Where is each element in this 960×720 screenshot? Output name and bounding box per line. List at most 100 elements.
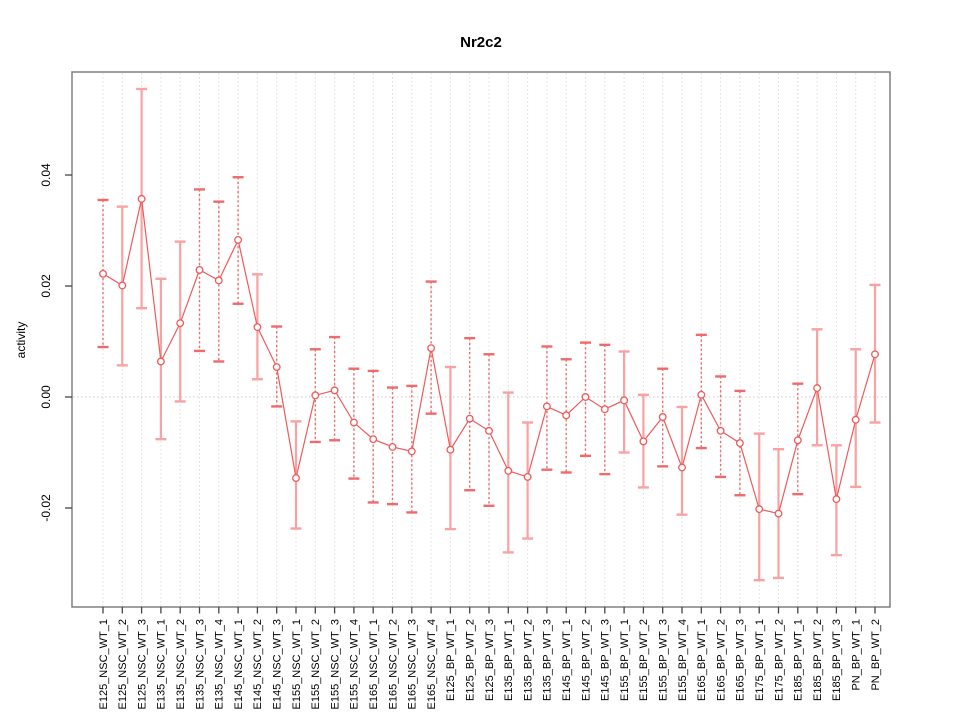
x-tick-label: E165_NSC_WT_3 <box>407 619 419 710</box>
y-tick-label: 0.04 <box>39 163 53 187</box>
x-tick-label: E185_BP_WT_3 <box>831 619 843 701</box>
data-point <box>349 418 358 427</box>
data-point <box>214 276 223 285</box>
x-tick-label: E155_NSC_WT_3 <box>329 619 341 710</box>
y-axis-label: activity <box>14 322 28 359</box>
data-point <box>832 495 841 504</box>
chart-title: Nr2c2 <box>460 34 502 51</box>
data-point <box>697 390 706 399</box>
x-tick-label: E155_NSC_WT_1 <box>291 619 303 710</box>
x-tick-label: E125_NSC_WT_2 <box>117 619 129 710</box>
x-tick-label: E175_BP_WT_2 <box>773 619 785 701</box>
x-tick-label: E165_BP_WT_2 <box>715 619 727 701</box>
data-point <box>118 281 127 290</box>
data-point <box>851 415 860 424</box>
data-point <box>272 363 281 371</box>
y-tick-label: -0.02 <box>39 494 53 522</box>
data-point <box>311 391 320 400</box>
frame-layer <box>71 71 891 608</box>
x-tick-label: E145_NSC_WT_3 <box>272 619 284 710</box>
data-point <box>871 350 879 359</box>
axis-layer: -0.02 0.00 0.02 0.04 E125_NSC_WT_1 E125_NSC_W… <box>39 163 882 710</box>
plot-frame <box>71 71 891 608</box>
data-point <box>253 323 262 332</box>
x-tick-label: E135_BP_WT_3 <box>542 619 554 701</box>
error-bar <box>348 367 360 480</box>
y-tick-label: 0.02 <box>39 274 53 298</box>
x-tick-label: E155_BP_WT_3 <box>658 619 670 701</box>
data-point <box>195 265 204 274</box>
data-point <box>388 443 397 451</box>
data-point <box>465 414 474 423</box>
data-point <box>562 411 571 420</box>
x-tick-label: E135_BP_WT_2 <box>522 619 534 701</box>
x-tick-label: E125_BP_WT_1 <box>445 619 457 701</box>
error-bar <box>715 375 727 479</box>
x-tick-label: E125_NSC_WT_3 <box>136 619 148 710</box>
x-tick-label: E135_NSC_WT_3 <box>194 619 206 710</box>
error-bar <box>387 386 398 506</box>
data-point <box>369 435 378 444</box>
x-tick-label: PN_BP_WT_2 <box>870 619 882 691</box>
error-bar <box>232 176 244 305</box>
data-point <box>485 426 493 435</box>
data-point <box>658 413 667 421</box>
data-point <box>330 386 339 395</box>
x-tick-label: E145_NSC_WT_2 <box>252 619 264 710</box>
x-tick-label: E175_BP_WT_1 <box>754 619 766 701</box>
data-point <box>176 319 185 328</box>
x-tick-label: E125_BP_WT_2 <box>465 619 477 701</box>
data-point <box>407 447 416 456</box>
error-bar <box>406 384 418 514</box>
error-bar <box>194 188 205 353</box>
data-point <box>639 437 648 446</box>
y-tick-label: 0.00 <box>39 385 53 409</box>
error-bar <box>97 198 109 349</box>
x-tick-label: E125_BP_WT_3 <box>484 619 496 701</box>
data-point <box>504 466 513 475</box>
data-point <box>774 509 783 518</box>
x-tick-label: E135_NSC_WT_2 <box>175 619 187 710</box>
x-tick-label: E155_BP_WT_1 <box>619 619 631 701</box>
x-tick-label: E155_NSC_WT_4 <box>349 619 361 710</box>
x-tick-label: E145_BP_WT_3 <box>600 619 612 701</box>
data-point <box>620 396 629 405</box>
data-point <box>446 445 455 454</box>
x-tick-label: E135_BP_WT_1 <box>503 619 515 701</box>
data-point <box>427 344 436 353</box>
error-bar <box>271 325 283 408</box>
x-tick-label: E155_NSC_WT_2 <box>310 619 322 710</box>
data-point <box>813 384 822 393</box>
error-bar <box>657 367 669 468</box>
data-point <box>735 439 744 448</box>
data-point <box>523 472 532 481</box>
x-tick-label: E165_NSC_WT_2 <box>387 619 399 710</box>
data-point <box>156 357 165 366</box>
x-tick-label: E185_BP_WT_2 <box>812 619 824 701</box>
x-tick-label: E135_NSC_WT_1 <box>156 619 168 710</box>
data-point <box>793 436 802 445</box>
x-tick-label: E125_NSC_WT_1 <box>98 619 110 710</box>
x-tick-label: E155_BP_WT_4 <box>677 619 689 701</box>
x-tick-label: E165_BP_WT_3 <box>735 619 747 701</box>
data-point <box>137 194 146 203</box>
data-point <box>99 269 107 278</box>
data-point <box>581 393 590 401</box>
x-tick-label: E145_BP_WT_2 <box>580 619 592 701</box>
x-tick-label: E135_NSC_WT_4 <box>214 619 226 710</box>
data-layer <box>97 87 881 582</box>
x-tick-label: E165_BP_WT_1 <box>696 619 708 701</box>
x-tick-label: E185_BP_WT_1 <box>793 619 805 701</box>
x-tick-label: E165_NSC_WT_1 <box>368 619 380 710</box>
x-tick-label: E165_NSC_WT_4 <box>426 619 438 710</box>
grid-layer <box>73 73 889 606</box>
data-point <box>678 463 686 472</box>
data-point <box>600 405 609 414</box>
x-tick-label: E145_BP_WT_1 <box>561 619 573 701</box>
data-point <box>234 235 243 244</box>
data-point <box>716 426 725 435</box>
x-tick-label: E145_NSC_WT_1 <box>233 619 245 710</box>
error-bar <box>464 336 476 492</box>
